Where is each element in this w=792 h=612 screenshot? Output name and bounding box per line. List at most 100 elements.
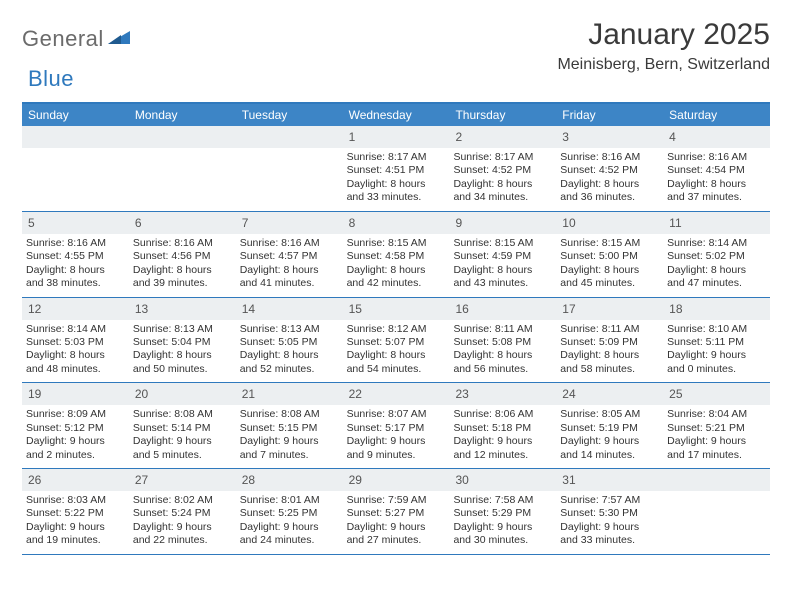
day-details: Sunrise: 8:08 AMSunset: 5:15 PMDaylight:… bbox=[240, 408, 339, 462]
day-line-sr: Sunrise: 8:06 AM bbox=[453, 408, 552, 421]
day-cell bbox=[663, 469, 770, 554]
daynum-row: 29 bbox=[343, 469, 450, 491]
day-line-d1: Daylight: 8 hours bbox=[26, 349, 125, 362]
day-line-sr: Sunrise: 8:08 AM bbox=[133, 408, 232, 421]
day-line-d1: Daylight: 8 hours bbox=[453, 264, 552, 277]
daynum-row: 25 bbox=[663, 383, 770, 405]
day-line-d1: Daylight: 8 hours bbox=[240, 264, 339, 277]
day-cell: 14Sunrise: 8:13 AMSunset: 5:05 PMDayligh… bbox=[236, 298, 343, 383]
day-line-sr: Sunrise: 8:16 AM bbox=[133, 237, 232, 250]
day-line-d2: and 22 minutes. bbox=[133, 534, 232, 547]
day-line-d1: Daylight: 8 hours bbox=[560, 349, 659, 362]
day-cell: 13Sunrise: 8:13 AMSunset: 5:04 PMDayligh… bbox=[129, 298, 236, 383]
day-line-ss: Sunset: 5:08 PM bbox=[453, 336, 552, 349]
day-cell bbox=[22, 126, 129, 211]
week-row: 26 Sunrise: 8:03 AMSunset: 5:22 PMDayligh… bbox=[22, 469, 770, 555]
day-details: Sunrise: 8:04 AMSunset: 5:21 PMDaylight:… bbox=[667, 408, 766, 462]
day-cell: 30 Sunrise: 7:58 AMSunset: 5:29 PMDayligh… bbox=[449, 469, 556, 554]
day-line-ss: Sunset: 5:00 PM bbox=[560, 250, 659, 263]
day-line-d2: and 33 minutes. bbox=[347, 191, 446, 204]
day-details: Sunrise: 8:06 AMSunset: 5:18 PMDaylight:… bbox=[453, 408, 552, 462]
daynum-row: 6 bbox=[129, 212, 236, 234]
day-number: 22 bbox=[349, 387, 362, 401]
day-line-ss: Sunset: 5:14 PM bbox=[133, 422, 232, 435]
day-line-ss: Sunset: 5:17 PM bbox=[347, 422, 446, 435]
daynum-row: 3 bbox=[556, 126, 663, 148]
daynum-row: 17 bbox=[556, 298, 663, 320]
day-line-ss: Sunset: 5:11 PM bbox=[667, 336, 766, 349]
logo-triangle-icon bbox=[108, 28, 130, 49]
day-number: 30 bbox=[455, 473, 468, 487]
day-details: Sunrise: 8:05 AMSunset: 5:19 PMDaylight:… bbox=[560, 408, 659, 462]
day-line-d1: Daylight: 8 hours bbox=[133, 349, 232, 362]
day-line-sr: Sunrise: 8:16 AM bbox=[240, 237, 339, 250]
day-cell: 24 Sunrise: 8:05 AMSunset: 5:19 PMDayligh… bbox=[556, 383, 663, 468]
day-line-d2: and 54 minutes. bbox=[347, 363, 446, 376]
day-details: Sunrise: 8:16 AMSunset: 4:54 PMDaylight:… bbox=[667, 151, 766, 205]
day-line-sr: Sunrise: 8:15 AM bbox=[347, 237, 446, 250]
day-details: Sunrise: 8:09 AMSunset: 5:12 PMDaylight:… bbox=[26, 408, 125, 462]
day-details: Sunrise: 8:15 AMSunset: 5:00 PMDaylight:… bbox=[560, 237, 659, 291]
daynum-row: 11 bbox=[663, 212, 770, 234]
day-number: 8 bbox=[349, 216, 356, 230]
dow-mon: Monday bbox=[129, 104, 236, 126]
day-line-d2: and 14 minutes. bbox=[560, 449, 659, 462]
day-line-d1: Daylight: 9 hours bbox=[667, 349, 766, 362]
day-cell: 10 Sunrise: 8:15 AMSunset: 5:00 PMDayligh… bbox=[556, 212, 663, 297]
logo-text-blue: Blue bbox=[28, 66, 74, 92]
daynum-row: 9 bbox=[449, 212, 556, 234]
day-details: Sunrise: 8:14 AMSunset: 5:03 PMDaylight:… bbox=[26, 323, 125, 377]
day-line-d1: Daylight: 8 hours bbox=[667, 264, 766, 277]
day-details: Sunrise: 8:03 AMSunset: 5:22 PMDaylight:… bbox=[26, 494, 125, 548]
day-cell: 1Sunrise: 8:17 AMSunset: 4:51 PMDaylight… bbox=[343, 126, 450, 211]
day-line-ss: Sunset: 5:12 PM bbox=[26, 422, 125, 435]
day-line-d2: and 24 minutes. bbox=[240, 534, 339, 547]
day-number: 26 bbox=[28, 473, 41, 487]
day-line-d1: Daylight: 8 hours bbox=[560, 264, 659, 277]
day-cell bbox=[236, 126, 343, 211]
day-line-ss: Sunset: 5:22 PM bbox=[26, 507, 125, 520]
daynum-row: 26 bbox=[22, 469, 129, 491]
day-details: Sunrise: 7:58 AMSunset: 5:29 PMDaylight:… bbox=[453, 494, 552, 548]
day-line-d1: Daylight: 8 hours bbox=[26, 264, 125, 277]
day-cell: 28Sunrise: 8:01 AMSunset: 5:25 PMDayligh… bbox=[236, 469, 343, 554]
day-line-d2: and 47 minutes. bbox=[667, 277, 766, 290]
day-cell: 25 Sunrise: 8:04 AMSunset: 5:21 PMDayligh… bbox=[663, 383, 770, 468]
daynum-row: 18 bbox=[663, 298, 770, 320]
day-line-ss: Sunset: 4:55 PM bbox=[26, 250, 125, 263]
day-line-ss: Sunset: 4:52 PM bbox=[453, 164, 552, 177]
day-line-d1: Daylight: 9 hours bbox=[347, 521, 446, 534]
day-line-sr: Sunrise: 8:10 AM bbox=[667, 323, 766, 336]
daynum-row: 19 bbox=[22, 383, 129, 405]
day-line-ss: Sunset: 5:02 PM bbox=[667, 250, 766, 263]
day-line-sr: Sunrise: 8:04 AM bbox=[667, 408, 766, 421]
daynum-row: 30 bbox=[449, 469, 556, 491]
day-line-d1: Daylight: 9 hours bbox=[560, 435, 659, 448]
day-number: 19 bbox=[28, 387, 41, 401]
day-number: 5 bbox=[28, 216, 35, 230]
day-line-ss: Sunset: 4:59 PM bbox=[453, 250, 552, 263]
day-line-d1: Daylight: 9 hours bbox=[133, 521, 232, 534]
day-line-d1: Daylight: 8 hours bbox=[347, 178, 446, 191]
day-details: Sunrise: 8:15 AMSunset: 4:59 PMDaylight:… bbox=[453, 237, 552, 291]
day-number: 31 bbox=[562, 473, 575, 487]
day-line-d1: Daylight: 9 hours bbox=[240, 435, 339, 448]
daynum-row bbox=[236, 126, 343, 148]
day-number: 3 bbox=[562, 130, 569, 144]
day-cell: 19 Sunrise: 8:09 AMSunset: 5:12 PMDayligh… bbox=[22, 383, 129, 468]
day-line-ss: Sunset: 5:05 PM bbox=[240, 336, 339, 349]
day-number: 24 bbox=[562, 387, 575, 401]
day-number: 15 bbox=[349, 302, 362, 316]
daynum-row: 27 bbox=[129, 469, 236, 491]
day-cell: 2Sunrise: 8:17 AMSunset: 4:52 PMDaylight… bbox=[449, 126, 556, 211]
day-number: 11 bbox=[669, 216, 681, 230]
daynum-row: 24 bbox=[556, 383, 663, 405]
daynum-row: 20 bbox=[129, 383, 236, 405]
day-number: 10 bbox=[562, 216, 575, 230]
day-cell: 6Sunrise: 8:16 AMSunset: 4:56 PMDaylight… bbox=[129, 212, 236, 297]
day-line-sr: Sunrise: 8:09 AM bbox=[26, 408, 125, 421]
day-line-d2: and 12 minutes. bbox=[453, 449, 552, 462]
dow-thu: Thursday bbox=[449, 104, 556, 126]
daynum-row: 16 bbox=[449, 298, 556, 320]
day-cell: 12Sunrise: 8:14 AMSunset: 5:03 PMDayligh… bbox=[22, 298, 129, 383]
